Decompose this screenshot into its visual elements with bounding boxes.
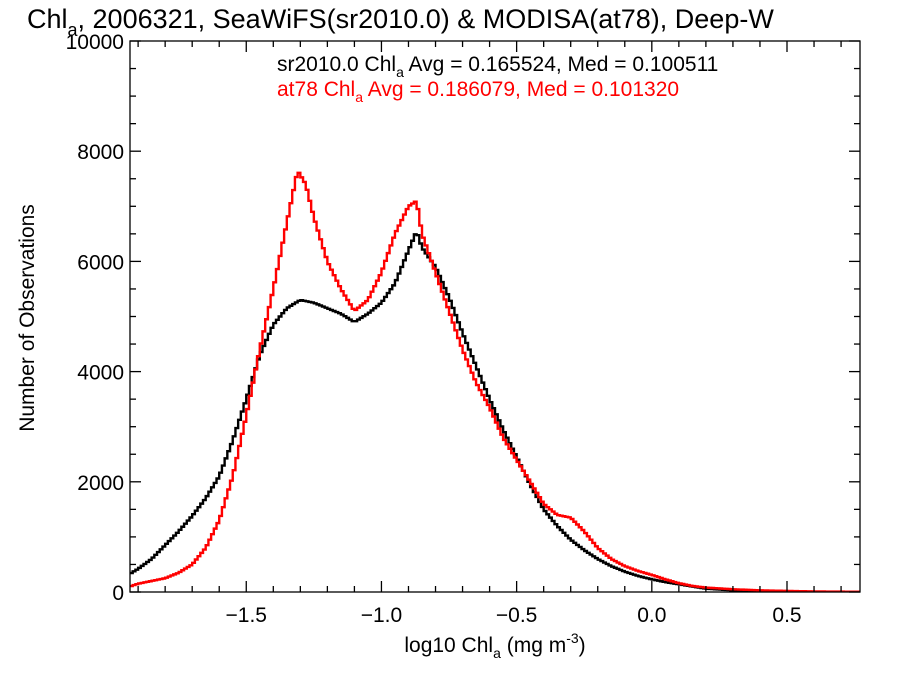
y-tick-label: 2000 xyxy=(77,472,124,495)
chart-title-sub: a xyxy=(68,20,79,40)
annotation-sr2010-sub: a xyxy=(396,64,404,80)
annotation-sr2010-pre: sr2010.0 Chl xyxy=(277,53,396,76)
y-axis-label: Number of Observations xyxy=(16,204,39,432)
y-tick-label: 0 xyxy=(112,582,124,605)
y-tick-label: 10000 xyxy=(66,31,124,54)
x-axis-label-sub: a xyxy=(493,645,501,661)
series-line-sr2010-0 xyxy=(130,233,860,592)
x-tick-label: −0.5 xyxy=(496,604,537,627)
annotation-sr2010: sr2010.0 Chla Avg = 0.165524, Med = 0.10… xyxy=(277,53,718,80)
plot-frame xyxy=(129,40,861,593)
x-tick-label: 0.0 xyxy=(637,604,666,627)
annotation-at78-sub: a xyxy=(355,89,363,105)
x-tick-label: −1.0 xyxy=(361,604,402,627)
x-axis-label-pre: log10 Chl xyxy=(404,634,493,657)
x-axis-label-mid: (mg m xyxy=(501,634,566,657)
chart-title: Chla, 2006321, SeaWiFS(sr2010.0) & MODIS… xyxy=(27,4,774,40)
annotation-at78: at78 Chla Avg = 0.186079, Med = 0.101320 xyxy=(277,78,679,105)
x-axis-label-sup: -3 xyxy=(566,630,579,646)
x-axis-label-post: ) xyxy=(579,634,586,657)
chart-title-pre: Chl xyxy=(27,4,68,34)
plot-data xyxy=(130,171,860,592)
axes: −1.5 −1.0 −0.5 0.0 0.5 0 2000 4000 6000 8000 10000 xyxy=(66,31,861,627)
y-tick-label: 6000 xyxy=(77,251,124,274)
y-tick-label: 4000 xyxy=(77,362,124,385)
x-tick-label: 0.5 xyxy=(772,604,801,627)
annotation-at78-post: Avg = 0.186079, Med = 0.101320 xyxy=(363,78,679,101)
annotation-at78-pre: at78 Chl xyxy=(277,78,355,101)
y-tick-label: 8000 xyxy=(77,141,124,164)
series-line-at78 xyxy=(130,171,860,592)
chart-title-post: , 2006321, SeaWiFS(sr2010.0) & MODISA(at… xyxy=(78,4,775,34)
x-axis-label: log10 Chla (mg m-3) xyxy=(404,630,585,661)
x-tick-label: −1.5 xyxy=(226,604,267,627)
annotation-sr2010-post: Avg = 0.165524, Med = 0.100511 xyxy=(404,53,719,76)
